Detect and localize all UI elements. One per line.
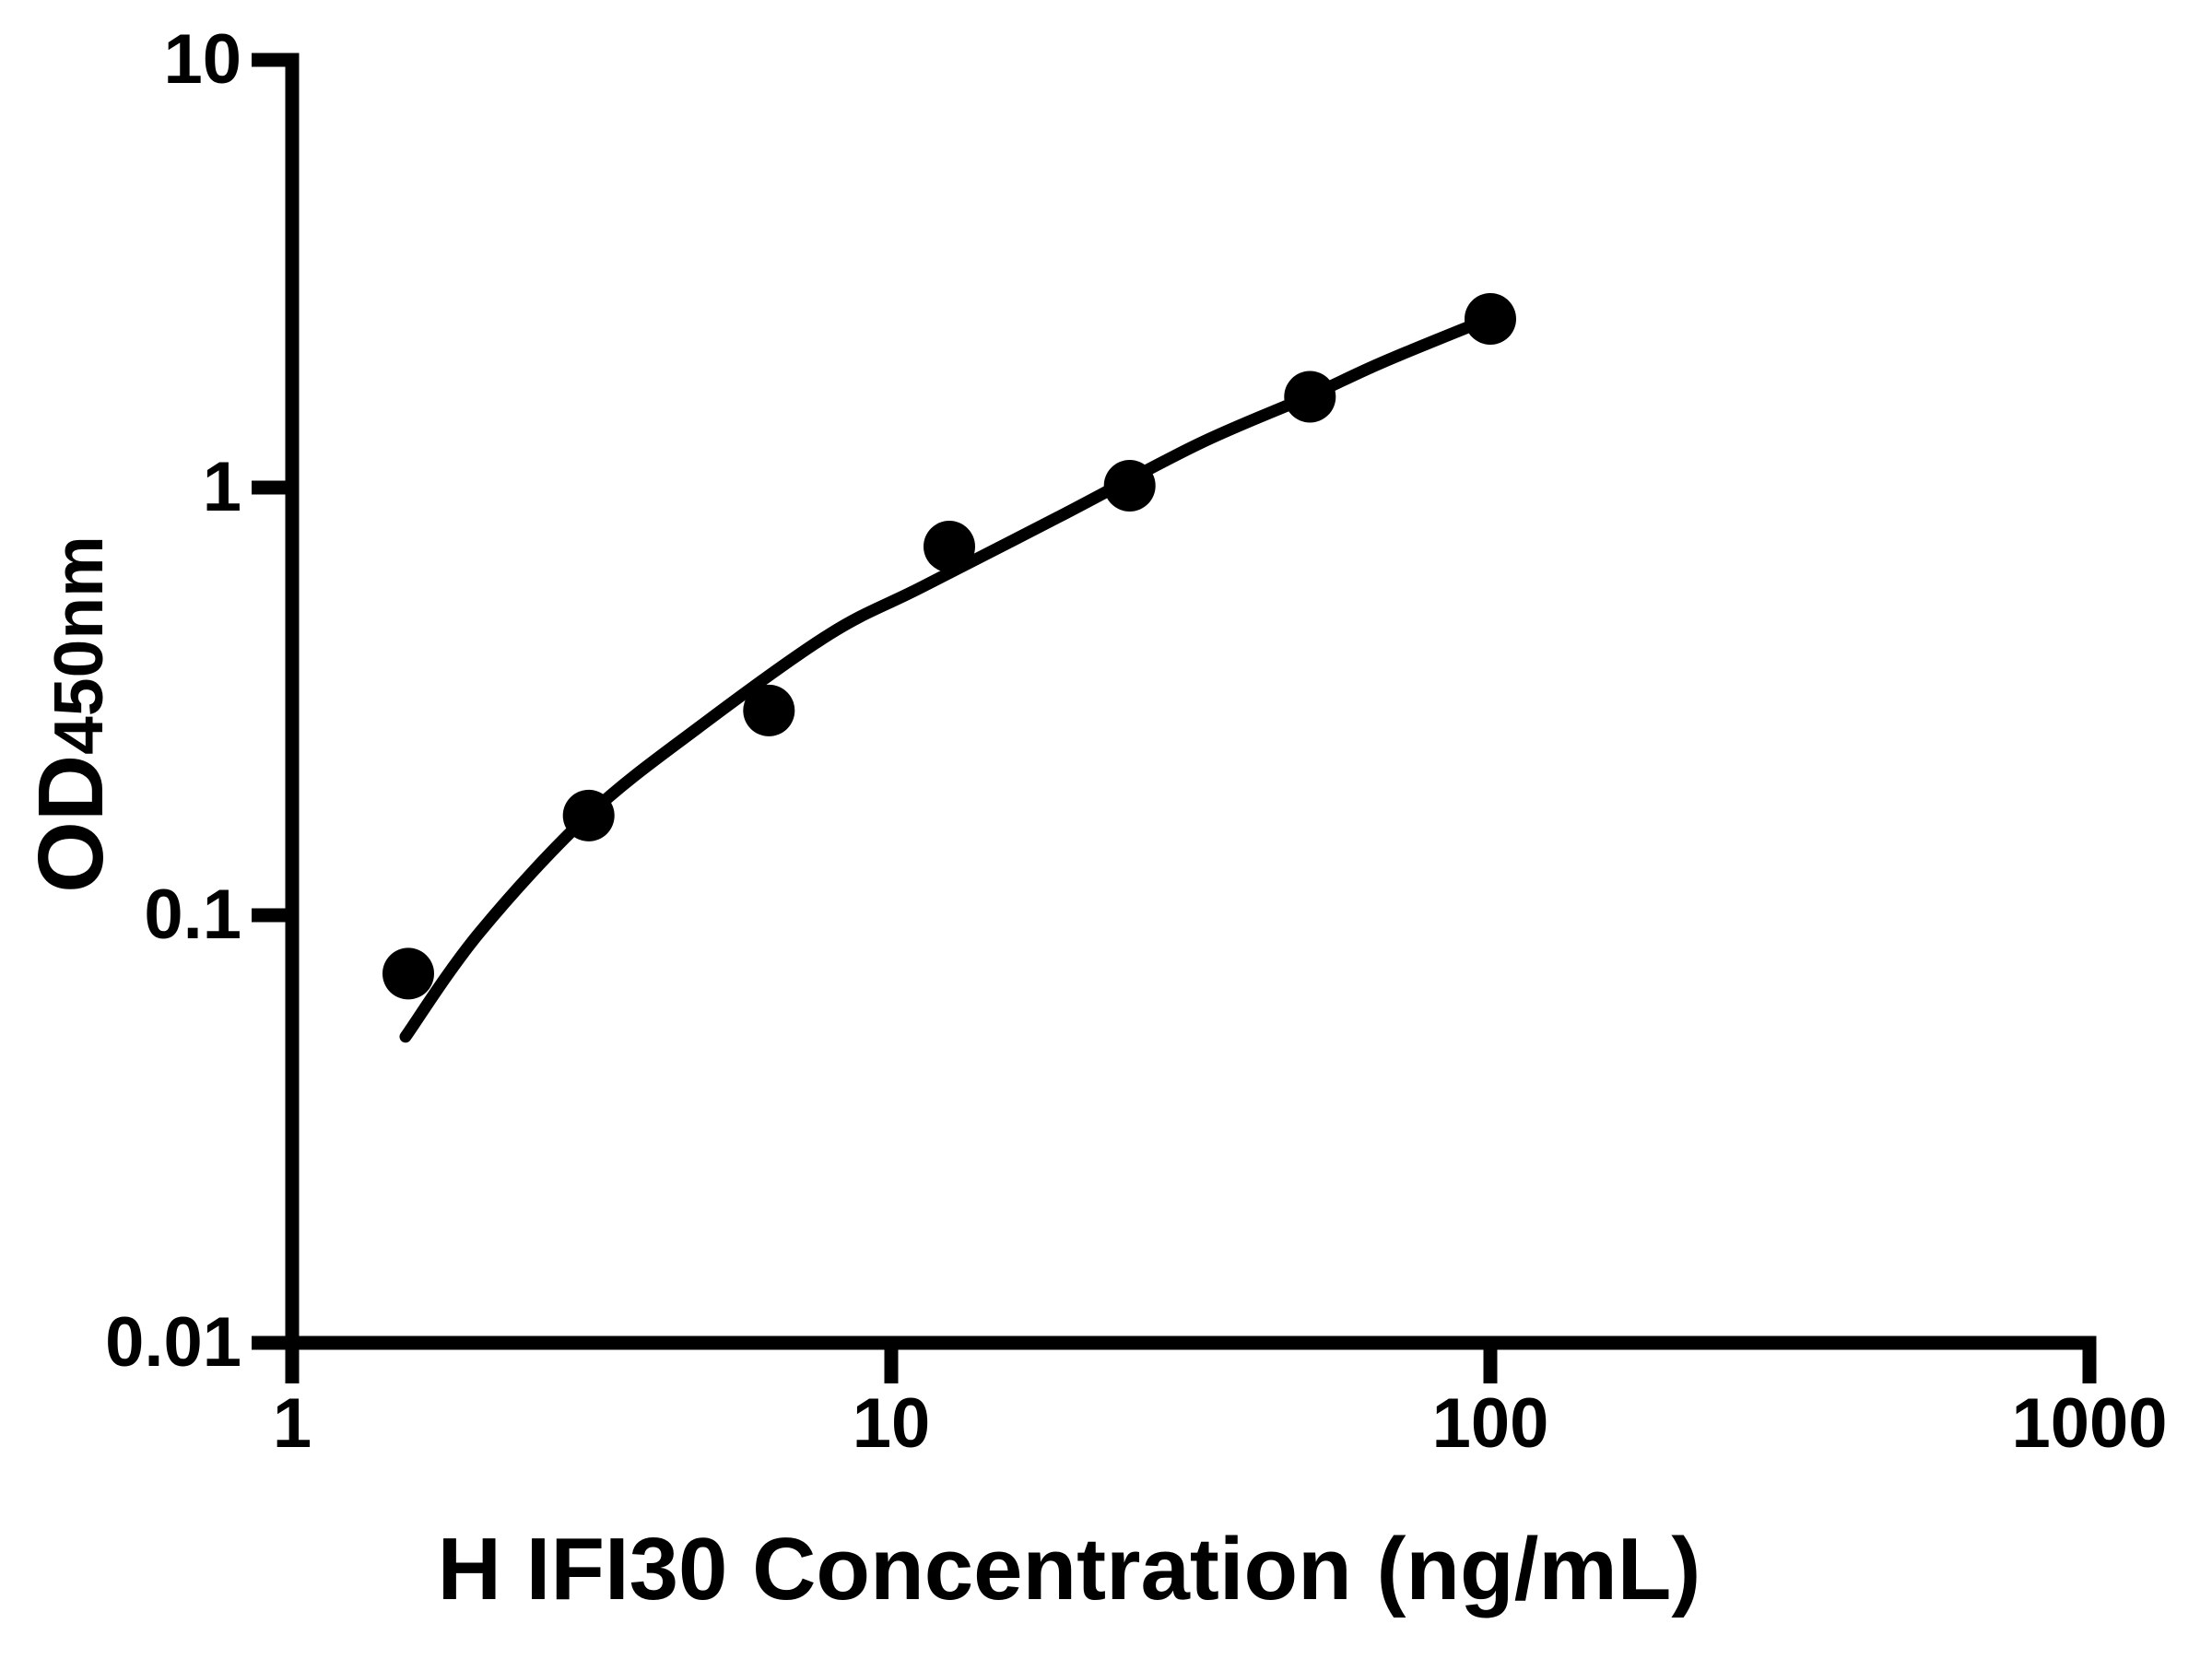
y-axis-title: OD450nm — [19, 535, 123, 893]
axes — [285, 53, 2097, 1350]
data-point — [1103, 460, 1156, 512]
x-tick-label-10: 10 — [852, 1384, 931, 1463]
data-point — [1284, 371, 1336, 423]
x-tick-label-1000: 1000 — [2011, 1384, 2168, 1463]
data-point — [382, 947, 434, 1000]
y-axis-title-main: OD — [19, 754, 123, 893]
x-tick-label-100: 100 — [1431, 1384, 1549, 1463]
fit-curve — [399, 312, 1495, 1043]
y-tick-label-0p1: 0.1 — [144, 876, 241, 954]
data-point — [1465, 293, 1516, 345]
y-tick-label-10: 10 — [163, 20, 241, 99]
y-tick-label-1: 1 — [202, 448, 241, 526]
y-axis-title-sub: 450nm — [40, 535, 117, 755]
y-tick-label-0p01: 0.01 — [105, 1303, 241, 1382]
data-point — [562, 789, 615, 841]
x-axis-title: H IFI30 Concentration (ng/mL) — [437, 1520, 1701, 1618]
x-tick-label-1: 1 — [272, 1384, 312, 1463]
data-point — [924, 521, 975, 572]
data-point — [743, 684, 795, 736]
